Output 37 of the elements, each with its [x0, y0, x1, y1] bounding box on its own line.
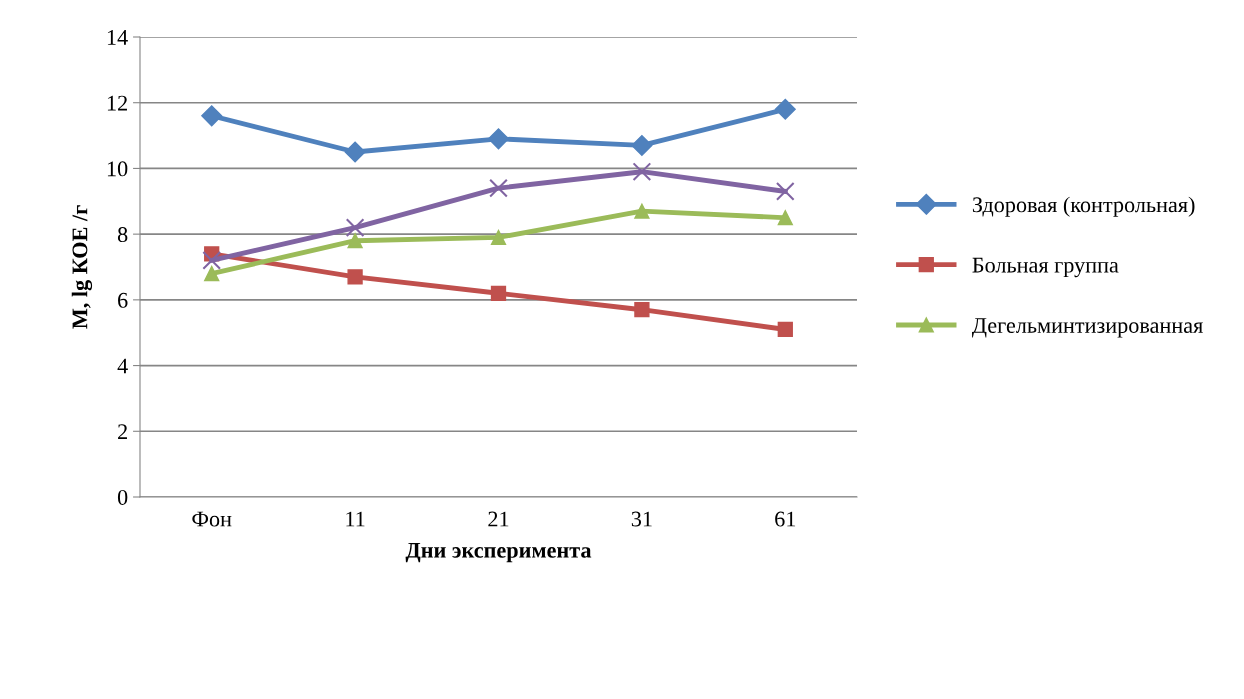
point: [632, 162, 652, 182]
point: [487, 128, 510, 150]
x-tick-label: 61: [775, 511, 796, 527]
y-tick-label: 10: [107, 161, 128, 177]
x-axis-title: Дни эксперимента: [405, 543, 592, 563]
point: [634, 302, 650, 318]
x-tick-label: 31: [631, 511, 652, 527]
x-tick-label: 11: [346, 511, 365, 527]
legend-label: Здоровая (контрольная): [972, 196, 1195, 217]
point: [347, 233, 363, 249]
y-axis-title: M, lg КОЕ /г: [71, 205, 93, 329]
point: [345, 218, 365, 237]
point: [777, 210, 793, 226]
point: [777, 321, 793, 338]
point: [347, 269, 363, 285]
y-tick-label: 4: [117, 358, 128, 374]
y-tick-label: 6: [118, 292, 128, 308]
y-tick-label: 2: [118, 424, 127, 439]
y-tick-label: 0: [117, 489, 128, 505]
point: [202, 251, 222, 270]
point: [490, 285, 507, 301]
point: [489, 178, 508, 198]
x-tick-label: 21: [488, 511, 509, 527]
point: [631, 134, 653, 156]
point: [775, 182, 795, 201]
point: [204, 265, 220, 282]
point: [774, 98, 796, 120]
point: [490, 229, 507, 246]
y-tick-label: 12: [107, 95, 127, 111]
legend-label: Больная группа: [972, 257, 1119, 278]
point: [634, 203, 650, 219]
y-tick-label: 8: [117, 227, 128, 243]
y-tick-label: 14: [107, 30, 128, 45]
x-tick-label: Фон: [192, 511, 232, 527]
point: [201, 105, 223, 127]
point: [344, 141, 366, 163]
legend-label: Дегельминтизированная: [972, 318, 1203, 338]
